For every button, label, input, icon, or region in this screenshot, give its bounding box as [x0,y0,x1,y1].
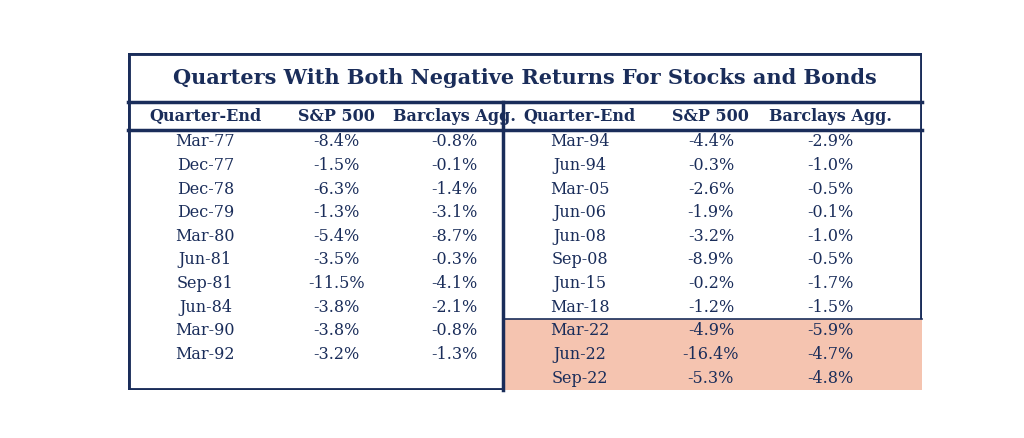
Text: Sep-08: Sep-08 [552,251,608,268]
Text: -8.9%: -8.9% [688,251,734,268]
Text: Quarters With Both Negative Returns For Stocks and Bonds: Quarters With Both Negative Returns For … [173,67,877,88]
Text: Mar-05: Mar-05 [550,180,609,198]
Text: Sep-22: Sep-22 [552,370,608,386]
Text: Mar-18: Mar-18 [550,299,609,316]
Text: Barclays Agg.: Barclays Agg. [768,108,891,125]
Text: -2.1%: -2.1% [431,299,477,316]
Text: -0.1%: -0.1% [431,157,477,174]
Bar [128,53,922,102]
Text: Sep-81: Sep-81 [177,275,233,292]
Text: -0.2%: -0.2% [688,275,734,292]
Text: -1.5%: -1.5% [313,157,359,174]
Text: -5.3%: -5.3% [688,370,734,386]
Text: -1.0%: -1.0% [807,157,853,174]
Text: Dec-78: Dec-78 [177,180,234,198]
Text: -0.5%: -0.5% [807,251,853,268]
Text: Dec-77: Dec-77 [177,157,234,174]
Text: -0.1%: -0.1% [807,204,853,221]
Bar [503,343,922,366]
Text: -8.7%: -8.7% [431,228,477,245]
Text: Jun-22: Jun-22 [554,346,606,363]
Text: S&P 500: S&P 500 [298,108,375,125]
Text: Mar-80: Mar-80 [176,228,236,245]
Text: -5.4%: -5.4% [313,228,359,245]
Text: -3.2%: -3.2% [688,228,734,245]
Text: -0.8%: -0.8% [431,322,477,339]
Text: Mar-94: Mar-94 [550,134,609,150]
Text: -6.3%: -6.3% [313,180,359,198]
Text: -3.2%: -3.2% [313,346,359,363]
Text: Jun-15: Jun-15 [553,275,606,292]
Text: -1.4%: -1.4% [431,180,477,198]
Text: -3.1%: -3.1% [431,204,477,221]
Text: -1.3%: -1.3% [431,346,477,363]
Text: Jun-06: Jun-06 [553,204,606,221]
Text: -8.4%: -8.4% [313,134,359,150]
Text: -1.7%: -1.7% [807,275,853,292]
Text: -11.5%: -11.5% [308,275,365,292]
Text: Dec-79: Dec-79 [177,204,234,221]
Bar [503,366,922,390]
Text: -4.9%: -4.9% [688,322,734,339]
Text: -0.8%: -0.8% [431,134,477,150]
Text: Mar-77: Mar-77 [175,134,236,150]
Text: Mar-92: Mar-92 [176,346,236,363]
Text: -0.5%: -0.5% [807,180,853,198]
Text: -1.5%: -1.5% [807,299,853,316]
Text: Jun-81: Jun-81 [179,251,232,268]
Text: -1.3%: -1.3% [313,204,359,221]
Text: -1.0%: -1.0% [807,228,853,245]
Text: -16.4%: -16.4% [683,346,739,363]
Text: -4.1%: -4.1% [431,275,477,292]
Bar [503,319,922,343]
Text: -4.8%: -4.8% [807,370,853,386]
Text: -0.3%: -0.3% [431,251,477,268]
Text: Jun-84: Jun-84 [179,299,231,316]
Text: -4.4%: -4.4% [688,134,734,150]
Text: -1.9%: -1.9% [688,204,734,221]
Text: -3.5%: -3.5% [313,251,359,268]
Text: -3.8%: -3.8% [313,299,359,316]
Text: S&P 500: S&P 500 [673,108,750,125]
Text: Jun-08: Jun-08 [553,228,606,245]
Text: Quarter-End: Quarter-End [524,108,636,125]
Text: -3.8%: -3.8% [313,322,359,339]
Text: Mar-90: Mar-90 [176,322,236,339]
Text: -4.7%: -4.7% [807,346,853,363]
Text: Barclays Agg.: Barclays Agg. [393,108,516,125]
Text: -2.6%: -2.6% [688,180,734,198]
Text: Quarter-End: Quarter-End [150,108,261,125]
Text: Jun-94: Jun-94 [553,157,606,174]
Text: Mar-22: Mar-22 [550,322,609,339]
Text: -1.2%: -1.2% [688,299,734,316]
Text: -5.9%: -5.9% [807,322,853,339]
Text: -2.9%: -2.9% [807,134,853,150]
Text: -0.3%: -0.3% [688,157,734,174]
